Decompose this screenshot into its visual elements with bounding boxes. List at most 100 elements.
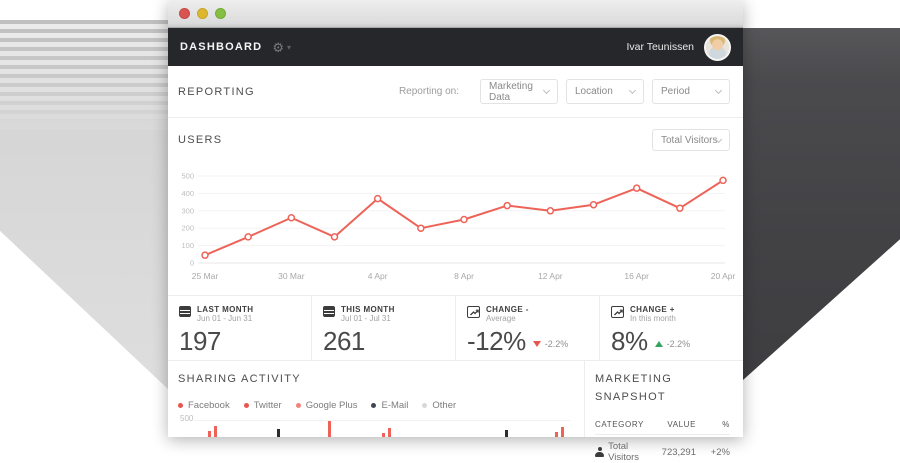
row-category: Total Visitors: [608, 441, 640, 463]
triangle-down-icon: [532, 341, 541, 347]
stat-label: CHANGE +: [630, 305, 675, 314]
calendar-icon: [179, 306, 191, 317]
stat-subtitle: Average: [486, 314, 516, 323]
row-percent: +2%: [710, 446, 730, 458]
other-dot-icon: [422, 403, 428, 408]
total-visitors-dropdown-value: Total Visitors: [661, 134, 718, 146]
stat-delta: -2.2%: [666, 339, 691, 349]
sharing-bar: [382, 433, 385, 437]
stat-change-plus: CHANGE + In this month 8% -2.2%: [599, 296, 743, 360]
sharing-gridline: [194, 420, 571, 421]
stat-change-minus: CHANGE - Average -12% -2.2%: [455, 296, 599, 360]
avatar[interactable]: [704, 33, 731, 61]
sharing-axis-label: 500: [180, 414, 194, 423]
legend-item-twitter[interactable]: Twitter: [243, 400, 282, 411]
snapshot-table-header: CATEGORY VALUE %: [595, 420, 730, 429]
maximize-window-icon[interactable]: [215, 8, 226, 19]
marketing-snapshot-title: MARKETING SNAPSHOT: [595, 373, 673, 403]
backdrop-left-panel: [0, 20, 169, 390]
legend-item-google-plus[interactable]: Google Plus: [295, 400, 357, 411]
svg-text:12 Apr: 12 Apr: [538, 271, 563, 281]
location-dropdown[interactable]: Location: [566, 79, 644, 104]
user-name: Ivar Teunissen: [626, 41, 694, 53]
svg-text:0: 0: [190, 259, 194, 268]
users-section-header: USERS Total Visitors: [168, 118, 743, 162]
sharing-activity-title: SHARING ACTIVITY: [178, 373, 301, 385]
svg-text:25 Mar: 25 Mar: [192, 271, 219, 281]
minimize-window-icon[interactable]: [197, 8, 208, 19]
stat-subtitle: Jun 01 - Jun 31: [197, 314, 253, 323]
row-value: 723,291: [661, 446, 696, 458]
stat-label: THIS MONTH: [341, 305, 395, 314]
twitter-dot-icon: [243, 403, 249, 408]
stat-last-month: LAST MONTH Jun 01 - Jun 31 197: [168, 296, 311, 360]
window-titlebar: [168, 0, 743, 28]
stat-delta: -2.2%: [544, 339, 569, 349]
stat-value: 261: [323, 326, 365, 356]
svg-text:300: 300: [181, 206, 194, 215]
svg-text:8 Apr: 8 Apr: [454, 271, 474, 281]
email-dot-icon: [371, 403, 377, 408]
trend-arrow-icon: [611, 306, 624, 318]
svg-text:30 Mar: 30 Mar: [278, 271, 305, 281]
marketing-snapshot-section: MARKETING SNAPSHOT CATEGORY VALUE % Tota…: [584, 361, 743, 463]
sharing-bar: [388, 428, 391, 437]
legend-item-facebook[interactable]: Facebook: [178, 400, 230, 411]
svg-text:100: 100: [181, 241, 194, 250]
reporting-on-dropdown-value: Marketing Data: [489, 80, 533, 103]
google-plus-dot-icon: [295, 403, 301, 408]
period-dropdown[interactable]: Period: [652, 79, 730, 104]
column-category: CATEGORY: [595, 420, 644, 429]
legend-item-email[interactable]: E-Mail: [371, 400, 408, 411]
backdrop-right-panel: [743, 28, 900, 380]
chevron-down-icon: [628, 86, 637, 95]
facebook-dot-icon: [178, 403, 183, 408]
backdrop-stripe-fade: [0, 20, 169, 130]
sharing-bar-chart: [168, 417, 584, 437]
chevron-down-icon: [714, 86, 723, 95]
sharing-activity-section: SHARING ACTIVITY Facebook Twitter Google…: [168, 361, 584, 437]
sharing-bar: [214, 426, 217, 437]
snapshot-divider: [595, 434, 730, 435]
sharing-bar: [555, 432, 558, 437]
column-value: VALUE: [667, 420, 696, 429]
total-visitors-dropdown[interactable]: Total Visitors: [652, 129, 730, 151]
sharing-bar: [208, 431, 211, 437]
table-row: Total Visitors 723,291 +2%: [595, 441, 730, 463]
reporting-title: REPORTING: [178, 85, 255, 98]
stat-label: CHANGE -: [486, 305, 529, 314]
svg-text:500: 500: [181, 172, 194, 181]
stat-subtitle: In this month: [630, 314, 676, 323]
gear-icon[interactable]: ⚙: [272, 39, 284, 55]
reporting-section: REPORTING Reporting on: Marketing Data L…: [168, 66, 743, 118]
users-line-chart: 0 100 200 300 400 500 25 Mar 30 Mar 4 Apr 8 Apr 12…: [168, 162, 743, 295]
users-title: USERS: [178, 134, 223, 146]
triangle-up-icon: [654, 341, 663, 347]
svg-text:200: 200: [181, 224, 194, 233]
svg-text:20 Apr: 20 Apr: [711, 271, 736, 281]
location-dropdown-value: Location: [575, 86, 613, 97]
close-window-icon[interactable]: [179, 8, 190, 19]
legend-item-other[interactable]: Other: [422, 400, 456, 411]
reporting-on-dropdown[interactable]: Marketing Data: [480, 79, 558, 104]
sharing-legend: Facebook Twitter Google Plus E-Mail Othe…: [178, 400, 584, 411]
period-dropdown-value: Period: [661, 86, 690, 97]
bottom-section: SHARING ACTIVITY Facebook Twitter Google…: [168, 361, 743, 463]
column-percent: %: [722, 420, 730, 429]
svg-text:400: 400: [181, 189, 194, 198]
users-line-chart-svg: 0 100 200 300 400 500 25 Mar 30 Mar 4 Apr 8 Apr 12…: [181, 172, 736, 282]
stat-label: LAST MONTH: [197, 305, 254, 314]
app-window: DASHBOARD ⚙ ▾ Ivar Teunissen REPORTING R…: [168, 0, 743, 463]
calendar-icon: [323, 306, 335, 317]
svg-text:16 Apr: 16 Apr: [624, 271, 649, 281]
sharing-bar: [505, 430, 508, 437]
sharing-bar: [328, 421, 331, 437]
stat-value: 197: [179, 326, 221, 356]
stats-row: LAST MONTH Jun 01 - Jun 31 197 THIS MONT…: [168, 295, 743, 361]
sharing-bar: [277, 429, 280, 437]
stat-value: 8%: [611, 326, 648, 356]
chevron-down-icon[interactable]: ▾: [286, 42, 291, 52]
trend-arrow-icon: [467, 306, 480, 318]
person-icon: [595, 447, 605, 457]
